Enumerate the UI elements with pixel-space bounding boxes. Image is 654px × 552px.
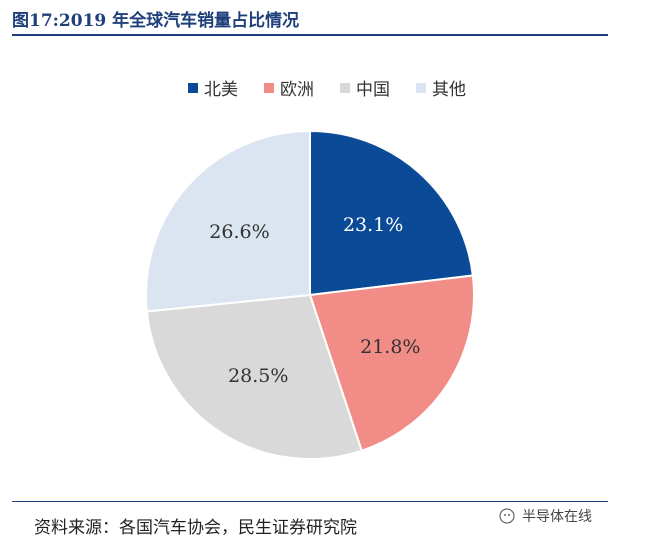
pie-slice-other [145,129,311,313]
legend-swatch-other [416,82,426,93]
title-divider [12,34,608,36]
wechat-icon [499,508,515,524]
legend-item-other: 其他 [416,75,466,100]
pie-slice-china [145,293,363,460]
data-label-china: 28.5% [228,365,288,387]
source-divider [12,501,608,502]
source-note: 资料来源：各国汽车协会，民生证券研究院 [34,518,357,538]
legend-label-china: 中国 [356,80,390,100]
legend-item-europe: 欧洲 [264,75,314,100]
legend-label-other: 其他 [432,80,466,100]
data-label-europe: 21.8% [360,336,420,358]
watermark-text: 半导体在线 [522,509,592,525]
chart-title: 图17:2019 年全球汽车销量占比情况 [12,11,300,31]
legend-swatch-europe [264,82,274,93]
legend: 北美 欧洲 中国 其他 [0,75,654,100]
legend-label-north-america: 北美 [204,80,238,100]
pie-slice-europe [308,274,475,452]
legend-item-china: 中国 [340,75,390,100]
legend-label-europe: 欧洲 [280,80,314,100]
data-label-north-america: 23.1% [343,214,403,236]
data-label-other: 26.6% [209,221,269,243]
pie-slice-north-america [309,129,474,297]
legend-item-north-america: 北美 [188,75,238,100]
legend-swatch-china [340,82,350,93]
legend-swatch-north-america [188,82,198,93]
watermark: 半导体在线 [498,506,592,526]
